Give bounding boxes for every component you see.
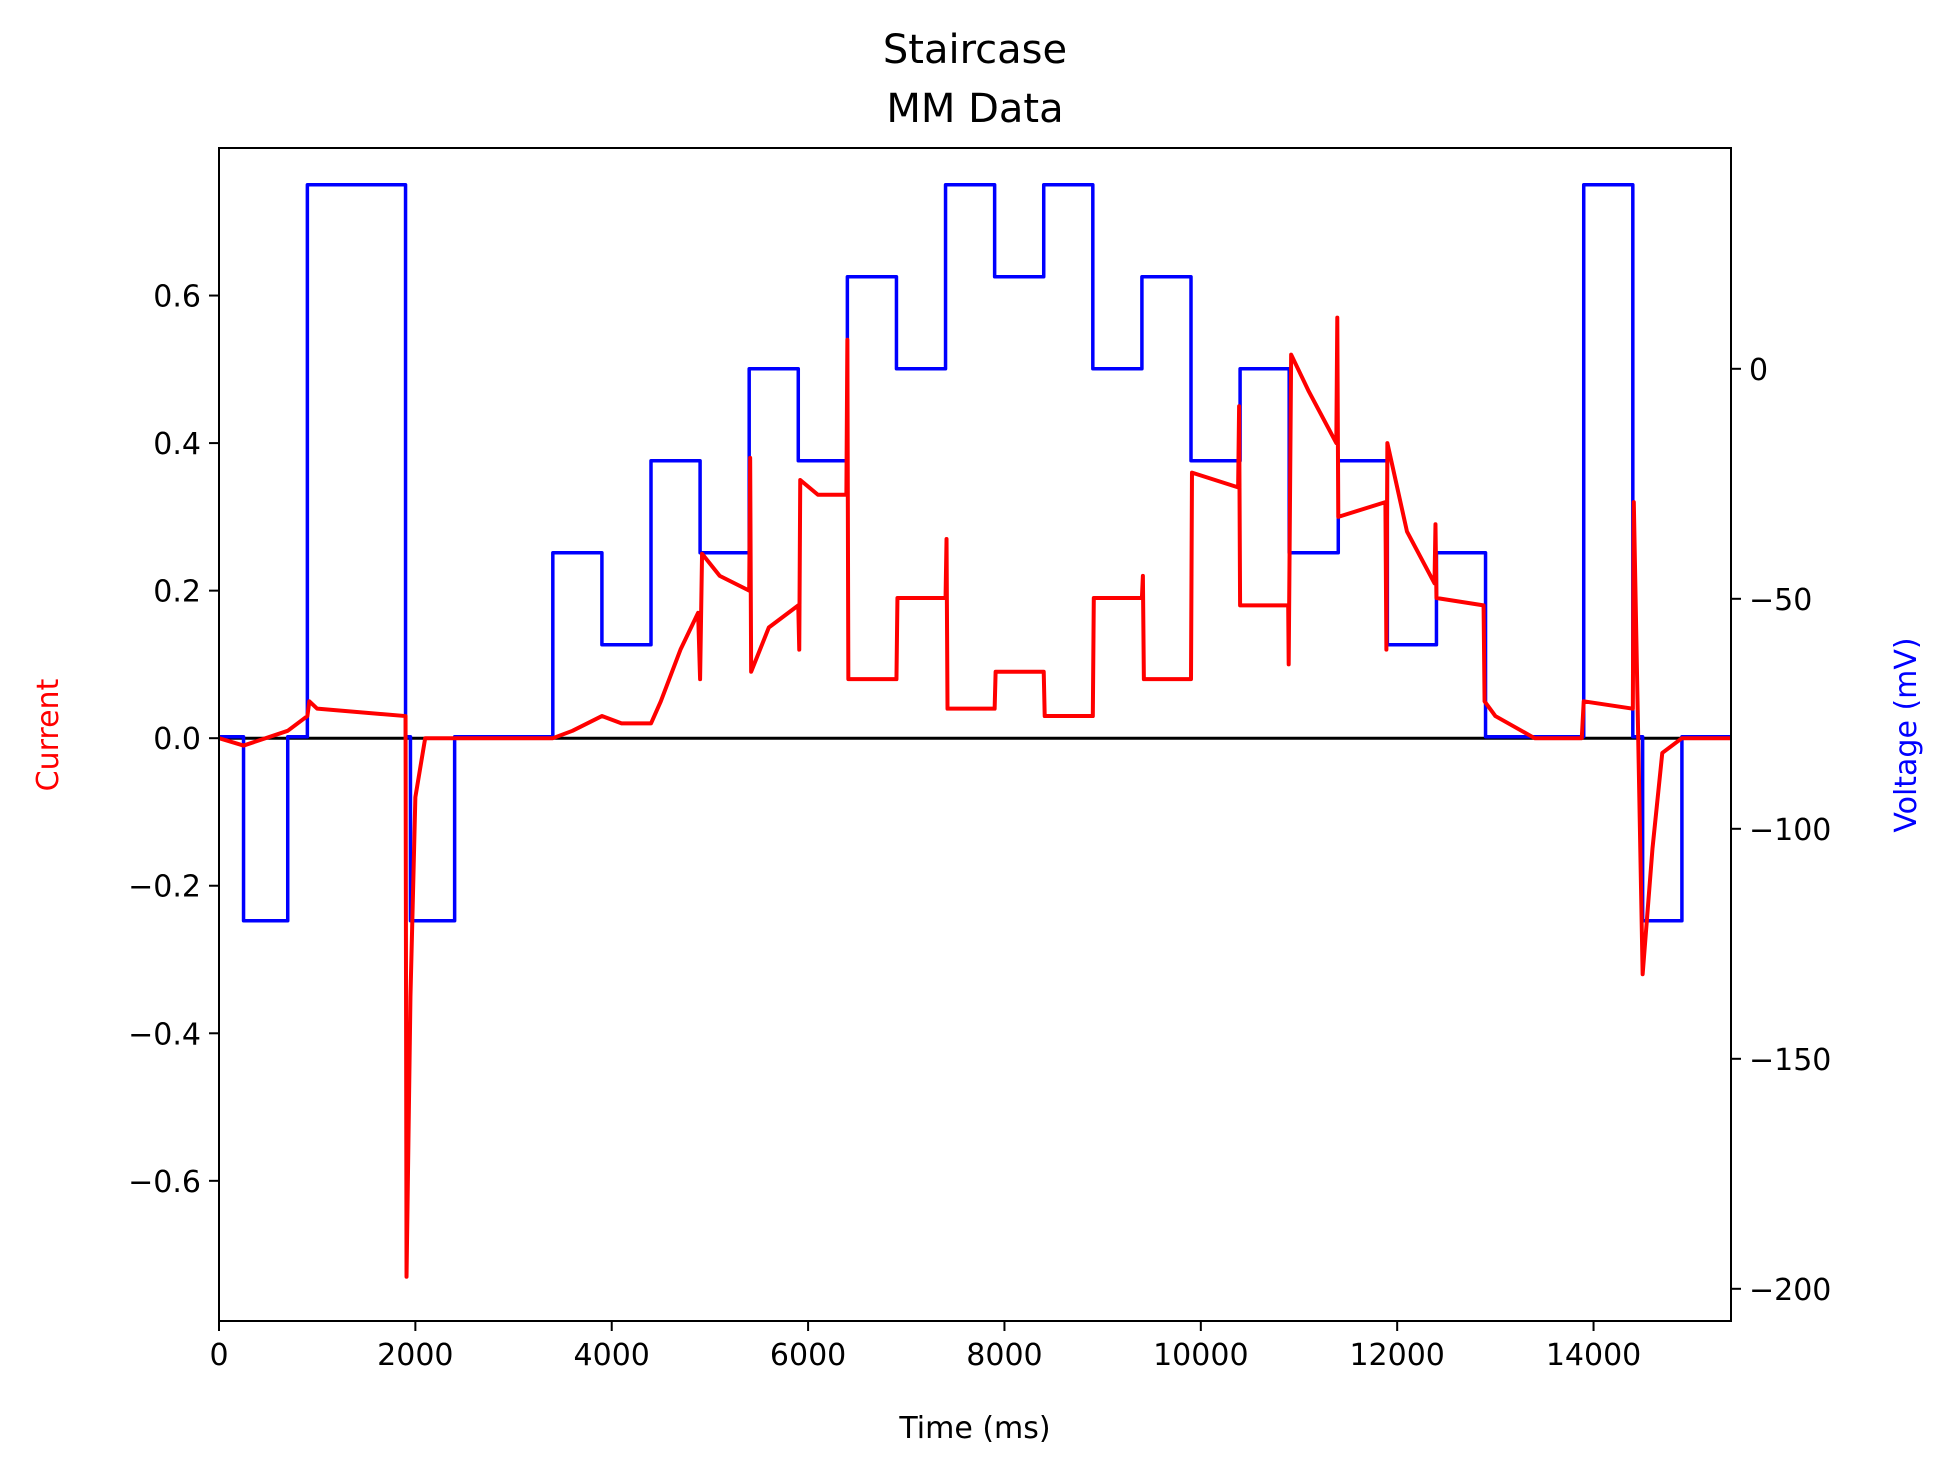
y-right-tick-label: −50 <box>1749 583 1812 618</box>
y-right-tick-label: −100 <box>1749 813 1831 848</box>
y-right-tick-label: 0 <box>1749 353 1768 388</box>
y-axis-left: −0.6 −0.4 −0.2 0.0 0.2 0.4 0.6 <box>128 280 219 1200</box>
x-tick-label: 8000 <box>966 1338 1042 1373</box>
y-right-tick-label: −200 <box>1749 1273 1831 1308</box>
y-right-tick-label: −150 <box>1749 1043 1831 1078</box>
x-tick-label: 6000 <box>770 1338 846 1373</box>
x-tick-label: 14000 <box>1546 1338 1641 1373</box>
current-series-line <box>219 315 1731 1279</box>
y-left-tick-label: −0.2 <box>128 870 201 905</box>
y-axis-left-label: Current <box>31 678 66 791</box>
y-axis-right-label: Voltage (mV) <box>1889 637 1924 832</box>
y-axis-right: −200 −150 −100 −50 0 <box>1731 353 1831 1308</box>
voltage-series-line <box>219 183 1731 923</box>
chart-subtitle: MM Data <box>886 86 1063 132</box>
x-tick-label: 10000 <box>1153 1338 1248 1373</box>
x-tick-label: 4000 <box>574 1338 650 1373</box>
x-tick-label: 0 <box>209 1338 228 1373</box>
x-tick-label: 12000 <box>1349 1338 1444 1373</box>
x-axis: 0 2000 4000 6000 8000 10000 12000 14000 <box>209 1321 1641 1373</box>
plot-area <box>219 183 1731 1279</box>
x-tick-label: 2000 <box>377 1338 453 1373</box>
y-left-tick-label: 0.4 <box>153 427 201 462</box>
chart-title: Staircase <box>883 27 1067 73</box>
y-left-tick-label: 0.0 <box>153 722 201 757</box>
y-left-tick-label: 0.2 <box>153 575 201 610</box>
y-left-tick-label: −0.4 <box>128 1017 201 1052</box>
plot-frame <box>218 147 1732 1322</box>
x-axis-label: Time (ms) <box>898 1411 1050 1446</box>
y-left-tick-label: 0.6 <box>153 280 201 315</box>
y-left-tick-label: −0.6 <box>128 1165 201 1200</box>
